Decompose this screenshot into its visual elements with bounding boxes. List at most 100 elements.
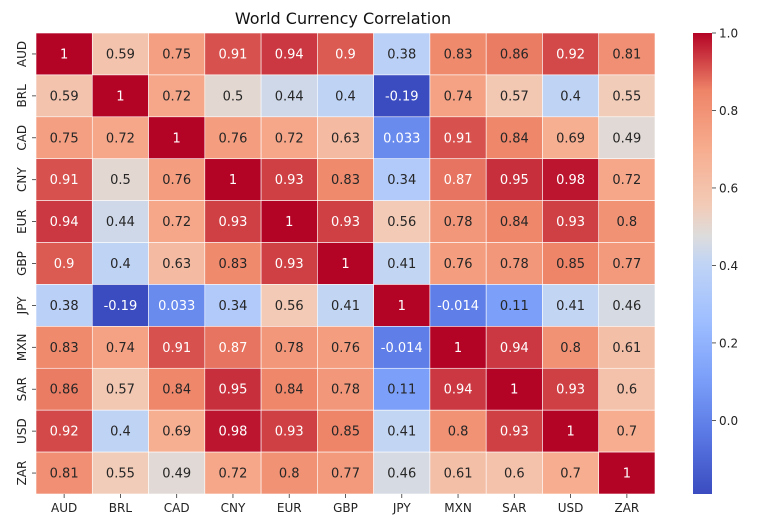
heatmap-cell <box>204 284 262 327</box>
heatmap-cell <box>373 326 431 369</box>
cell-value-label: 0.49 <box>162 467 191 482</box>
cell-value-label: 0.11 <box>387 383 416 398</box>
cell-value-label: 0.69 <box>556 131 585 146</box>
cell-value-label: 0.93 <box>275 257 304 272</box>
heatmap-cell <box>317 200 374 243</box>
x-tick-label: JPY <box>392 501 412 515</box>
heatmap-cell <box>35 116 93 160</box>
heatmap-cell <box>485 242 543 285</box>
cell-value-label: 0.95 <box>500 173 529 188</box>
cell-value-label: 0.7 <box>617 425 638 440</box>
cell-value-label: -0.19 <box>385 89 419 104</box>
heatmap-cell <box>429 367 487 411</box>
cell-value-label: 0.7 <box>560 467 581 482</box>
cell-value-label: 0.46 <box>387 467 416 482</box>
heatmap-cell <box>317 409 374 453</box>
cell-value-label: 0.8 <box>279 467 300 482</box>
cell-value-label: 0.91 <box>50 173 79 188</box>
heatmap-cell <box>429 284 487 327</box>
cell-value-label: 0.56 <box>387 215 416 230</box>
heatmap-cell <box>91 32 149 76</box>
cell-value-label: 1 <box>173 131 181 146</box>
cell-value-label: 0.44 <box>106 215 135 230</box>
cell-value-label: 0.41 <box>387 425 416 440</box>
cell-value-label: 0.93 <box>275 173 304 188</box>
x-tick-label: AUD <box>51 501 77 515</box>
y-tick-label: GBP <box>15 251 29 276</box>
cell-value-label: 0.11 <box>500 299 529 314</box>
heatmap-cell <box>542 284 600 327</box>
heatmap-cell <box>317 367 374 411</box>
y-tick-label: JPY <box>15 296 29 316</box>
cell-value-label: 0.4 <box>110 425 131 440</box>
cell-value-label: 0.74 <box>106 341 135 356</box>
cell-value-label: 0.69 <box>162 425 191 440</box>
heatmap-cell <box>429 326 487 369</box>
heatmap-cell <box>598 200 656 243</box>
cell-value-label: 1 <box>285 215 293 230</box>
heatmap-cell <box>542 158 600 201</box>
cell-value-label: 0.72 <box>612 173 641 188</box>
heatmap-cell <box>35 32 93 76</box>
heatmap-cell <box>317 74 374 118</box>
heatmap-cell <box>317 284 374 327</box>
x-tick-label: BRL <box>109 501 133 515</box>
cell-value-label: 0.61 <box>612 341 641 356</box>
cell-value-label: 0.6 <box>617 383 638 398</box>
cell-value-label: 0.84 <box>500 215 529 230</box>
cell-value-label: 0.033 <box>383 131 420 146</box>
y-axis: AUD BRL CAD CNY EUR GBP JPY MXN SAR USD ZAR <box>15 41 36 485</box>
cell-value-label: 0.72 <box>162 215 191 230</box>
cell-value-label: 0.8 <box>448 425 469 440</box>
chart-title: World Currency Correlation <box>235 9 451 28</box>
heatmap-cell <box>148 367 206 411</box>
cell-value-label: 0.93 <box>556 215 585 230</box>
cell-value-label: 1 <box>623 467 631 482</box>
y-tick-label: CAD <box>15 125 29 151</box>
heatmap-cell <box>317 242 374 285</box>
heatmap-cell <box>148 284 206 327</box>
cell-value-label: 0.83 <box>444 47 473 62</box>
y-tick-label: MXN <box>15 334 29 362</box>
heatmap-cell <box>204 367 262 411</box>
cell-value-label: 0.57 <box>106 383 135 398</box>
heatmap-cell <box>35 367 93 411</box>
heatmap-cell <box>485 451 543 495</box>
heatmap-cell <box>148 32 206 76</box>
heatmap-cell <box>373 200 431 243</box>
cell-value-label: 0.57 <box>500 89 529 104</box>
colorbar-tick-label: 0.2 <box>719 336 738 350</box>
cell-value-label: 0.78 <box>444 215 473 230</box>
cell-value-label: -0.19 <box>104 299 138 314</box>
cell-value-label: 0.59 <box>106 47 135 62</box>
cell-value-label: 1 <box>398 299 406 314</box>
heatmap-cell <box>542 32 600 76</box>
cell-value-label: 1 <box>341 257 349 272</box>
heatmap-cell <box>260 409 318 453</box>
heatmap-cell <box>148 158 206 201</box>
cell-value-label: 0.78 <box>500 257 529 272</box>
heatmap-cell <box>260 116 318 160</box>
cell-value-label: 0.8 <box>560 341 581 356</box>
cell-value-label: 0.44 <box>275 89 304 104</box>
heatmap-cell <box>91 74 149 118</box>
cell-value-label: 0.92 <box>50 425 79 440</box>
y-tick-label: BRL <box>15 84 29 108</box>
cell-value-label: 0.8 <box>617 215 638 230</box>
cell-value-label: 0.38 <box>387 47 416 62</box>
heatmap-cell <box>317 158 374 201</box>
cell-value-label: 0.41 <box>387 257 416 272</box>
cell-value-label: 0.94 <box>275 47 304 62</box>
cell-value-label: 0.34 <box>387 173 416 188</box>
heatmap-cell <box>204 326 262 369</box>
heatmap-cell <box>317 116 374 160</box>
y-tick-label: EUR <box>15 209 29 234</box>
cell-value-label: 0.93 <box>275 425 304 440</box>
heatmap-cell <box>373 367 431 411</box>
heatmap-cell <box>35 242 93 285</box>
heatmap-cell <box>91 284 149 327</box>
heatmap-cell <box>148 200 206 243</box>
heatmap-cell <box>429 74 487 118</box>
heatmap-cell <box>91 326 149 369</box>
cell-value-label: 0.38 <box>50 299 79 314</box>
